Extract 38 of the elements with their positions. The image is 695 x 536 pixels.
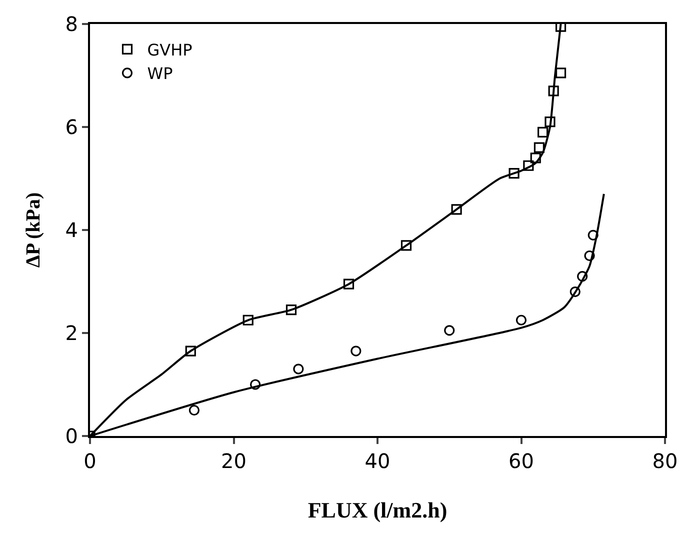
point	[250, 379, 261, 390]
point	[570, 286, 580, 298]
point	[538, 126, 548, 138]
point	[508, 168, 520, 179]
point	[293, 364, 304, 374]
y-tick-label: 0	[65, 424, 78, 448]
x-tick-label: 40	[364, 449, 390, 473]
point	[516, 314, 527, 326]
x-tick-label: 20	[221, 449, 246, 473]
y-tick-label: 8	[65, 12, 78, 36]
point	[451, 204, 462, 215]
point	[343, 278, 354, 290]
legend-label: GVHP	[147, 40, 193, 60]
y-axis-title: ΔP (kPa)	[22, 192, 44, 268]
y-tick-label: 4	[65, 218, 78, 242]
point	[242, 314, 254, 326]
x-tick-label: 0	[84, 449, 96, 473]
x-axis-title: FLUX (l/m2.h)	[308, 497, 448, 522]
point	[588, 230, 598, 240]
point	[548, 86, 559, 96]
point	[188, 404, 200, 416]
point	[286, 304, 297, 316]
point	[584, 250, 595, 262]
point	[534, 142, 545, 153]
x-tick-label: 80	[652, 449, 678, 473]
y-tick-label: 2	[65, 321, 78, 345]
point	[544, 116, 556, 128]
point	[577, 271, 588, 282]
point	[400, 240, 412, 251]
point	[555, 68, 566, 78]
point	[530, 152, 541, 164]
point	[185, 346, 196, 356]
point	[444, 325, 455, 336]
x-tick-label: 60	[508, 449, 534, 473]
point	[523, 160, 534, 171]
legend-label: WP	[147, 64, 174, 84]
y-tick-label: 6	[65, 115, 78, 139]
point	[350, 346, 362, 356]
